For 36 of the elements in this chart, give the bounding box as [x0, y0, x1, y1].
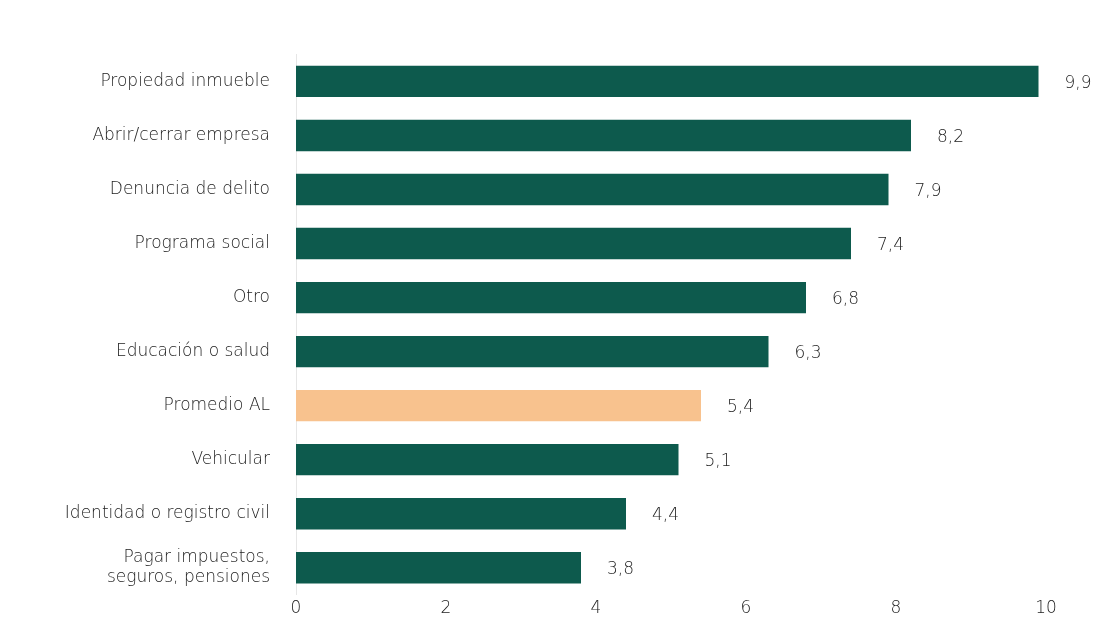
y-tick-label: Pagar impuestos, seguros, pensiones — [106, 546, 270, 587]
data-label: 5,1 — [704, 450, 732, 471]
y-tick-label: Propiedad inmueble — [100, 69, 270, 90]
y-tick-label: Educación o salud — [115, 340, 270, 361]
bar — [296, 173, 889, 206]
bar — [296, 498, 626, 530]
data-label: 6,3 — [794, 342, 822, 363]
y-tick-label: Promedio AL — [163, 394, 270, 415]
data-label: 7,9 — [914, 179, 942, 200]
y-tick-label: Abrir/cerrar empresa — [92, 123, 270, 144]
bar — [296, 227, 851, 260]
bar — [296, 552, 581, 584]
y-tick-label: Denuncia de delito — [109, 177, 270, 198]
y-tick-label: Vehicular — [191, 448, 270, 469]
bar — [296, 281, 806, 314]
bar — [296, 389, 701, 422]
bar — [296, 65, 1039, 98]
data-label: 4,4 — [652, 504, 680, 525]
data-label: 8,2 — [937, 125, 965, 146]
x-tick-label: 0 — [290, 597, 302, 618]
bar — [296, 119, 911, 152]
data-label: 3,8 — [607, 558, 635, 579]
x-tick-label: 6 — [740, 597, 752, 618]
x-tick-label: 2 — [440, 597, 452, 618]
x-tick-label: 8 — [890, 597, 902, 618]
x-tick-label: 10 — [1035, 597, 1057, 618]
bar — [296, 444, 679, 476]
data-label: 6,8 — [832, 288, 860, 308]
data-label: 9,9 — [1064, 71, 1092, 92]
y-tick-label: Identidad o registro civil — [64, 502, 270, 523]
y-tick-label: Otro — [232, 286, 270, 306]
y-tick-label: Programa social — [134, 231, 270, 252]
bar — [296, 335, 769, 368]
data-label: 5,4 — [727, 396, 755, 417]
data-label: 7,4 — [877, 233, 905, 254]
x-tick-label: 4 — [590, 597, 602, 618]
